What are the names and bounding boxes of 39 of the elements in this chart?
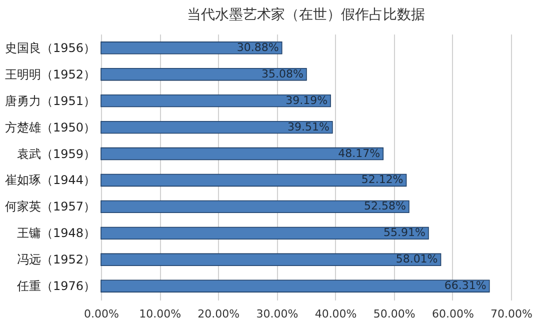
x-tick-label: 40.00% xyxy=(314,308,357,320)
data-label: 52.58% xyxy=(364,200,406,213)
bar xyxy=(100,120,333,134)
bar xyxy=(100,68,307,81)
data-label: 30.88% xyxy=(236,40,279,54)
y-tick-label: 何家英（1957） xyxy=(4,200,96,214)
y-tick-label: 崔如琢（1944） xyxy=(4,173,96,188)
y-tick-label: 袁武（1959） xyxy=(16,146,96,161)
y-tick-label: 王明明（1952） xyxy=(4,67,96,82)
bar xyxy=(100,226,429,240)
bar xyxy=(100,174,407,187)
x-tick-label: 10.00% xyxy=(139,308,182,320)
chart-title: 当代水墨艺术家（在世）假作占比数据 xyxy=(187,7,425,23)
x-tick-label: 30.00% xyxy=(256,308,298,320)
x-tick-label: 70.00% xyxy=(490,308,532,320)
x-tick-label: 50.00% xyxy=(373,308,416,320)
y-tick-label: 王镛（1948） xyxy=(16,226,96,240)
bar xyxy=(100,94,331,108)
y-tick-label: 冯远（1952） xyxy=(16,252,96,267)
bar xyxy=(100,280,490,292)
y-tick-label: 史国良（1956） xyxy=(4,40,96,55)
y-tick-label: 任重（1976） xyxy=(16,279,96,294)
bar xyxy=(100,253,442,266)
y-tick-label: 唐勇力（1951） xyxy=(4,94,96,108)
data-label: 35.08% xyxy=(262,67,304,80)
data-label: 66.31% xyxy=(444,279,486,292)
bar xyxy=(100,147,384,160)
x-tick-label: 60.00% xyxy=(432,308,474,320)
data-label: 39.19% xyxy=(286,94,328,107)
bar xyxy=(100,42,282,54)
data-label: 52.12% xyxy=(361,173,404,186)
data-label: 48.17% xyxy=(338,146,380,160)
data-label: 39.51% xyxy=(287,120,330,134)
bar xyxy=(100,200,410,214)
x-tick-label: 0.00% xyxy=(84,308,119,320)
y-tick-label: 方楚雄（1950） xyxy=(4,120,96,134)
data-label: 55.91% xyxy=(384,226,426,240)
x-tick-label: 20.00% xyxy=(198,308,240,320)
data-label: 58.01% xyxy=(396,252,438,266)
